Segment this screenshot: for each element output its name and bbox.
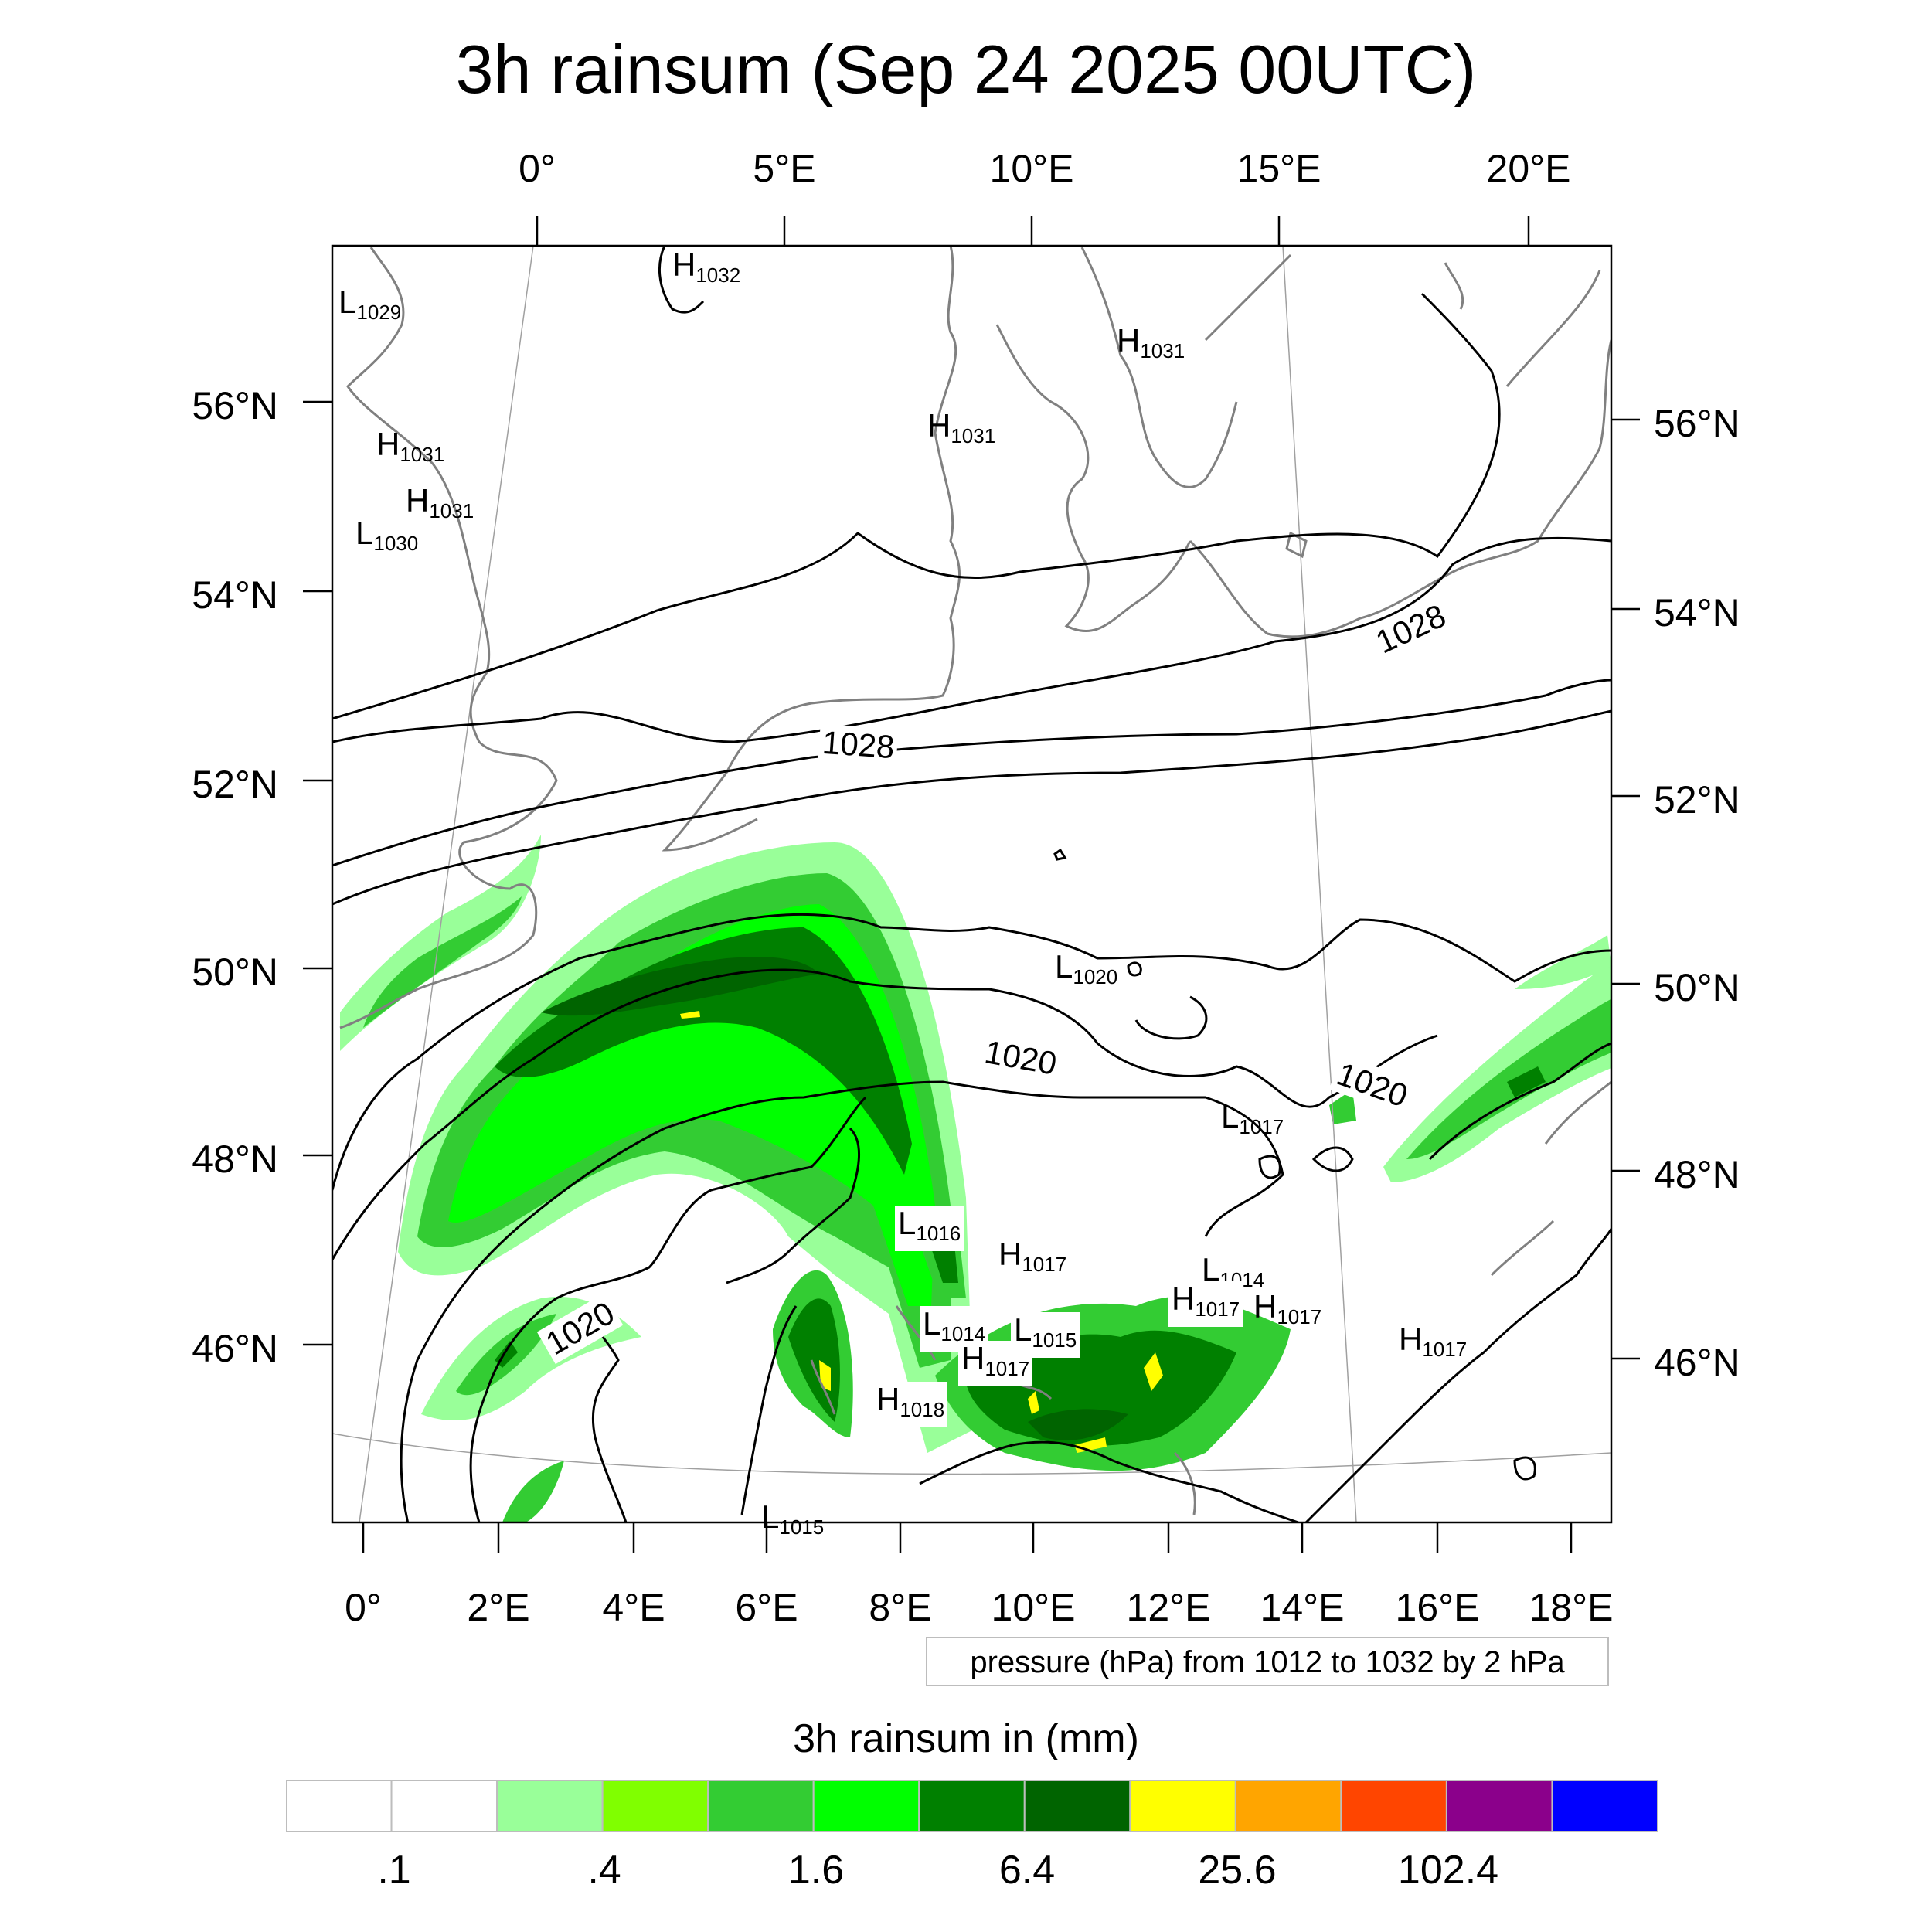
top-lon-label: 10°E <box>989 147 1074 190</box>
left-lat-label: 48°N <box>192 1138 278 1181</box>
pressure-center-label: L1020 <box>1055 948 1118 989</box>
pressure-center-label: L1029 <box>338 284 402 325</box>
right-lat-label: 46°N <box>1654 1341 1740 1384</box>
bottom-lon-label: 16°E <box>1395 1586 1480 1629</box>
left-lat-label: 54°N <box>192 573 278 617</box>
isobars <box>332 246 1611 1522</box>
graticule <box>332 246 1611 1522</box>
colorbar-swatch <box>1129 1780 1236 1832</box>
bottom-lon-label: 4°E <box>602 1586 665 1629</box>
top-lon-label: 0° <box>519 147 556 190</box>
colorbar-swatch <box>390 1780 498 1832</box>
pressure-center-label: L1030 <box>355 515 419 556</box>
pressure-center-label: H1032 <box>672 247 741 287</box>
rain-area <box>1406 998 1611 1159</box>
colorbar-tick-label: 25.6 <box>1198 1848 1277 1893</box>
pressure-center-label: L1017 <box>1221 1098 1284 1139</box>
bottom-lon-label: 10°E <box>991 1586 1076 1629</box>
pressure-center-label: H1031 <box>376 426 445 467</box>
bottom-lon-label: 8°E <box>869 1586 932 1629</box>
bottom-lon-label: 14°E <box>1260 1586 1345 1629</box>
bottom-lon-label: 2°E <box>467 1586 530 1629</box>
pressure-center-label: L1016 <box>895 1206 964 1251</box>
pressure-center-label: H1017 <box>995 1236 1070 1282</box>
colorbar-tick-label: .4 <box>587 1848 621 1893</box>
pressure-center-label: H1018 <box>873 1382 948 1427</box>
pressure-center-label: H1017 <box>958 1341 1033 1386</box>
colorbar-swatch <box>707 1780 815 1832</box>
top-lon-label: 15°E <box>1236 147 1321 190</box>
pressure-center-label: H1031 <box>406 482 474 523</box>
rain-area <box>1028 1391 1039 1414</box>
pressure-center-label: H1031 <box>927 407 996 448</box>
colorbar-swatch <box>1551 1780 1658 1832</box>
rain-area <box>502 1461 564 1522</box>
rain-area <box>1028 1409 1128 1440</box>
colorbar-swatch <box>1234 1780 1342 1832</box>
rain-area <box>1329 1090 1356 1124</box>
bottom-lon-label: 12°E <box>1126 1586 1211 1629</box>
axis-ticks <box>303 216 1640 1553</box>
colorbar-swatch <box>1023 1780 1131 1832</box>
colorbar-swatch <box>286 1780 393 1832</box>
bottom-lon-label: 6°E <box>735 1586 798 1629</box>
left-lat-label: 50°N <box>192 951 278 994</box>
map-title: 3h rainsum (Sep 24 2025 00UTC) <box>455 31 1477 107</box>
left-lat-label: 56°N <box>192 384 278 427</box>
right-lat-label: 52°N <box>1654 778 1740 821</box>
colorbar-tick-label: 1.6 <box>787 1848 845 1893</box>
bottom-lon-label: 0° <box>345 1586 382 1629</box>
top-lon-label: 5°E <box>753 147 816 190</box>
pressure-center-label: H1017 <box>1168 1281 1243 1327</box>
colorbar-tick-label: 102.4 <box>1397 1848 1499 1893</box>
right-lat-label: 48°N <box>1654 1153 1740 1196</box>
rain-area <box>680 1011 700 1019</box>
right-lat-label: 54°N <box>1654 591 1740 634</box>
bottom-lon-label: 18°E <box>1529 1586 1614 1629</box>
colorbar-swatch <box>496 1780 604 1832</box>
colorbar-tick-label: .1 <box>377 1848 411 1893</box>
colorbar-swatch <box>1340 1780 1447 1832</box>
colorbar-swatch <box>812 1780 920 1832</box>
contour-info-box: pressure (hPa) from 1012 to 1032 by 2 hP… <box>926 1637 1609 1686</box>
pressure-center-label: H1017 <box>1253 1288 1322 1329</box>
coastlines <box>339 246 1611 1515</box>
right-lat-label: 50°N <box>1654 966 1740 1009</box>
left-lat-label: 52°N <box>192 763 278 806</box>
colorbar-swatch <box>918 1780 1026 1832</box>
rain-area <box>788 1298 840 1422</box>
colorbar-title: 3h rainsum in (mm) <box>793 1716 1139 1761</box>
left-lat-label: 46°N <box>192 1327 278 1370</box>
rain-area <box>363 896 522 1028</box>
top-lon-label: 20°E <box>1486 147 1571 190</box>
right-lat-label: 56°N <box>1654 402 1740 445</box>
rain-area <box>1515 935 1611 989</box>
colorbar-swatch <box>601 1780 709 1832</box>
rain-area <box>495 927 912 1175</box>
isobar-label: 1028 <box>818 723 899 767</box>
colorbar-tick-label: 6.4 <box>998 1848 1056 1893</box>
pressure-center-label: H1017 <box>1399 1321 1468 1362</box>
rain-area <box>966 1330 1236 1446</box>
rain-area <box>1507 1066 1546 1097</box>
colorbar <box>286 1780 1658 1832</box>
rain-area <box>1144 1352 1163 1391</box>
colorbar-swatch <box>1445 1780 1553 1832</box>
pressure-center-label: L1015 <box>761 1498 825 1539</box>
pressure-center-label: H1031 <box>1117 322 1185 363</box>
